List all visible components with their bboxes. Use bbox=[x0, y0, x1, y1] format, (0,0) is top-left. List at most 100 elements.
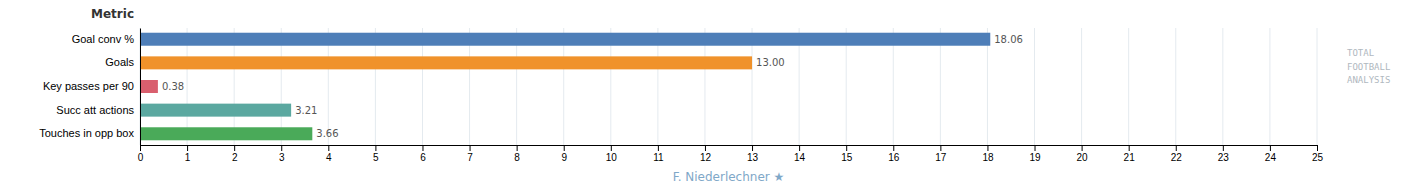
x-tick-label: 18 bbox=[982, 152, 994, 163]
x-tick-label: 12 bbox=[700, 152, 712, 163]
x-tick-mark bbox=[140, 145, 141, 151]
data-label: 0.38 bbox=[162, 81, 184, 92]
x-tick-mark bbox=[1223, 145, 1224, 151]
x-tick-mark bbox=[1129, 145, 1130, 151]
x-tick: 12 bbox=[700, 145, 712, 163]
chart-svg: 18.0613.000.383.213.66012345678910111213… bbox=[0, 0, 1427, 189]
grid-line bbox=[140, 28, 141, 145]
grid-line bbox=[1128, 28, 1129, 145]
x-tick-label: 5 bbox=[373, 152, 379, 163]
x-tick-mark bbox=[752, 145, 753, 151]
x-tick-mark bbox=[564, 145, 565, 151]
grid bbox=[140, 28, 1317, 145]
x-axis-line bbox=[141, 146, 1318, 152]
x-tick-label: 8 bbox=[514, 152, 520, 163]
x-tick: 22 bbox=[1171, 145, 1183, 163]
x-tick: 0 bbox=[138, 145, 144, 163]
y-tick: Key passes per 90 bbox=[43, 80, 140, 92]
x-tick: 23 bbox=[1218, 145, 1230, 163]
x-tick-label: 22 bbox=[1171, 152, 1183, 163]
x-tick-mark bbox=[705, 145, 706, 151]
x-tick: 9 bbox=[561, 145, 567, 163]
x-tick-label: 17 bbox=[935, 152, 947, 163]
y-tick-label: Touches in opp box bbox=[39, 127, 134, 139]
x-tick-label: 13 bbox=[747, 152, 759, 163]
x-tick-label: 20 bbox=[1077, 152, 1089, 163]
x-tick: 14 bbox=[794, 145, 806, 163]
grid-line bbox=[1317, 28, 1318, 145]
grid-line bbox=[1269, 28, 1270, 145]
x-tick-mark bbox=[375, 145, 376, 151]
y-axis: Goal conv % Goals Key passes per 90 Succ at… bbox=[39, 29, 140, 146]
x-tick-label: 7 bbox=[467, 152, 473, 163]
x-tick: 18 bbox=[982, 145, 994, 163]
x-tick: 7 bbox=[467, 145, 473, 163]
x-tick-mark bbox=[1082, 145, 1083, 151]
plot-area: 18.0613.000.383.213.66012345678910111213… bbox=[39, 28, 1323, 163]
x-tick: 15 bbox=[841, 145, 853, 163]
x-tick: 20 bbox=[1077, 145, 1089, 163]
x-tick-label: 3 bbox=[279, 152, 285, 163]
x-tick-label: 9 bbox=[561, 152, 567, 163]
x-tick-label: 19 bbox=[1029, 152, 1041, 163]
x-tick-label: 14 bbox=[794, 152, 806, 163]
x-tick: 17 bbox=[935, 145, 947, 163]
bar bbox=[140, 33, 990, 46]
x-tick: 3 bbox=[279, 145, 285, 163]
x-tick: 24 bbox=[1265, 145, 1277, 163]
x-tick-label: 4 bbox=[326, 152, 332, 163]
y-tick-label: Key passes per 90 bbox=[43, 80, 134, 92]
bar bbox=[140, 80, 158, 93]
x-tick-mark bbox=[1270, 145, 1271, 151]
x-tick-mark bbox=[328, 145, 329, 151]
y-tick: Goal conv % bbox=[72, 33, 140, 45]
bar bbox=[140, 104, 291, 117]
x-tick-mark bbox=[281, 145, 282, 151]
x-tick: 8 bbox=[514, 145, 520, 163]
data-label: 13.00 bbox=[756, 57, 785, 68]
y-tick: Touches in opp box bbox=[39, 127, 140, 139]
x-tick: 21 bbox=[1124, 145, 1136, 163]
data-label: 3.21 bbox=[295, 105, 317, 116]
x-tick: 11 bbox=[653, 145, 664, 163]
bar bbox=[140, 56, 752, 69]
x-tick: 1 bbox=[185, 145, 191, 163]
x-tick: 10 bbox=[606, 145, 618, 163]
bar bbox=[140, 127, 312, 140]
x-tick: 19 bbox=[1029, 145, 1041, 163]
grid-line bbox=[1081, 28, 1082, 145]
y-tick-label: Goals bbox=[105, 56, 134, 68]
x-tick-mark bbox=[517, 145, 518, 151]
bars bbox=[140, 33, 990, 141]
x-tick-mark bbox=[1176, 145, 1177, 151]
y-tick: Goals bbox=[105, 56, 140, 68]
x-tick-label: 11 bbox=[653, 152, 664, 163]
grid-line bbox=[1175, 28, 1176, 145]
x-tick-mark bbox=[893, 145, 894, 151]
x-tick-mark bbox=[799, 145, 800, 151]
x-tick-mark bbox=[611, 145, 612, 151]
x-tick-label: 25 bbox=[1312, 152, 1324, 163]
x-tick-mark bbox=[422, 145, 423, 151]
x-tick-label: 1 bbox=[185, 152, 191, 163]
x-tick: 5 bbox=[373, 145, 379, 163]
column-header: Metric bbox=[91, 7, 134, 21]
x-axis: 0123456789101112131415161718192021222324… bbox=[138, 145, 1324, 163]
y-axis-line bbox=[140, 29, 141, 146]
y-tick-label: Succ att actions bbox=[56, 104, 134, 116]
x-tick-mark bbox=[987, 145, 988, 151]
x-tick: 4 bbox=[326, 145, 332, 163]
watermark: TOTALFOOTBALLANALYSIS bbox=[1347, 48, 1390, 85]
data-label: 18.06 bbox=[994, 34, 1023, 45]
y-tick: Succ att actions bbox=[56, 104, 140, 116]
chart-container: 18.0613.000.383.213.66012345678910111213… bbox=[0, 0, 1427, 189]
x-tick-label: 15 bbox=[841, 152, 853, 163]
x-tick: 16 bbox=[888, 145, 900, 163]
x-tick-label: 6 bbox=[420, 152, 426, 163]
x-tick-mark bbox=[1035, 145, 1036, 151]
x-tick-mark bbox=[846, 145, 847, 151]
x-tick-label: 2 bbox=[232, 152, 238, 163]
x-tick-mark bbox=[470, 145, 471, 151]
x-tick-label: 24 bbox=[1265, 152, 1277, 163]
grid-line bbox=[1034, 28, 1035, 145]
